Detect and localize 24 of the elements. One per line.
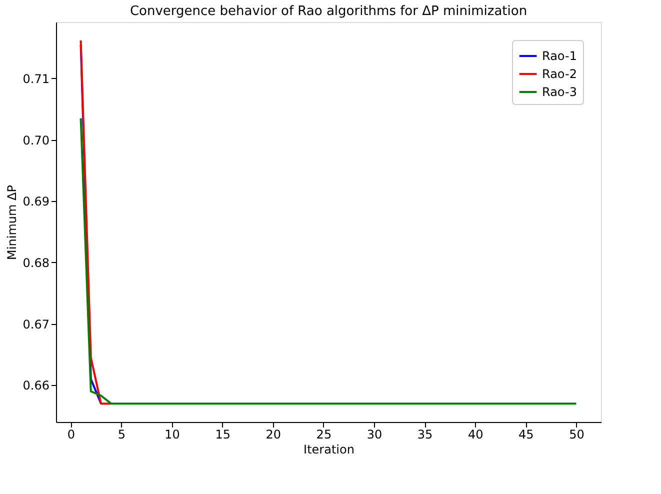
x-tick-label: 25 [316,428,332,442]
x-tick-label: 30 [366,428,382,442]
chart-title: Convergence behavior of Rao algorithms for ΔP minimization [130,4,528,19]
legend-label: Rao-3 [542,85,577,99]
x-tick-label: 40 [468,428,484,442]
y-axis-title: Minimum ΔP [4,185,19,260]
x-tick-label: 50 [569,428,584,442]
x-tick-label: 20 [266,428,282,442]
y-tick-label: 0.69 [22,194,50,209]
legend-label: Rao-1 [542,49,577,63]
line-series [80,117,578,405]
y-tick-label: 0.68 [22,256,50,270]
y-tick-label: 0.67 [22,317,50,332]
legend-label: Rao-2 [542,67,577,81]
y-tick-label: 0.66 [22,378,50,393]
x-tick-label: 0 [67,428,75,442]
x-tick-label: 45 [518,428,534,442]
x-tick-label: 35 [417,428,433,442]
x-tick-label: 5 [118,428,126,442]
x-tick-label: 15 [215,428,230,442]
y-tick-label: 0.70 [22,133,50,148]
x-tick-label: 10 [164,428,180,442]
y-tick-label: 0.71 [22,72,50,86]
x-axis-title: Iteration [304,442,354,456]
